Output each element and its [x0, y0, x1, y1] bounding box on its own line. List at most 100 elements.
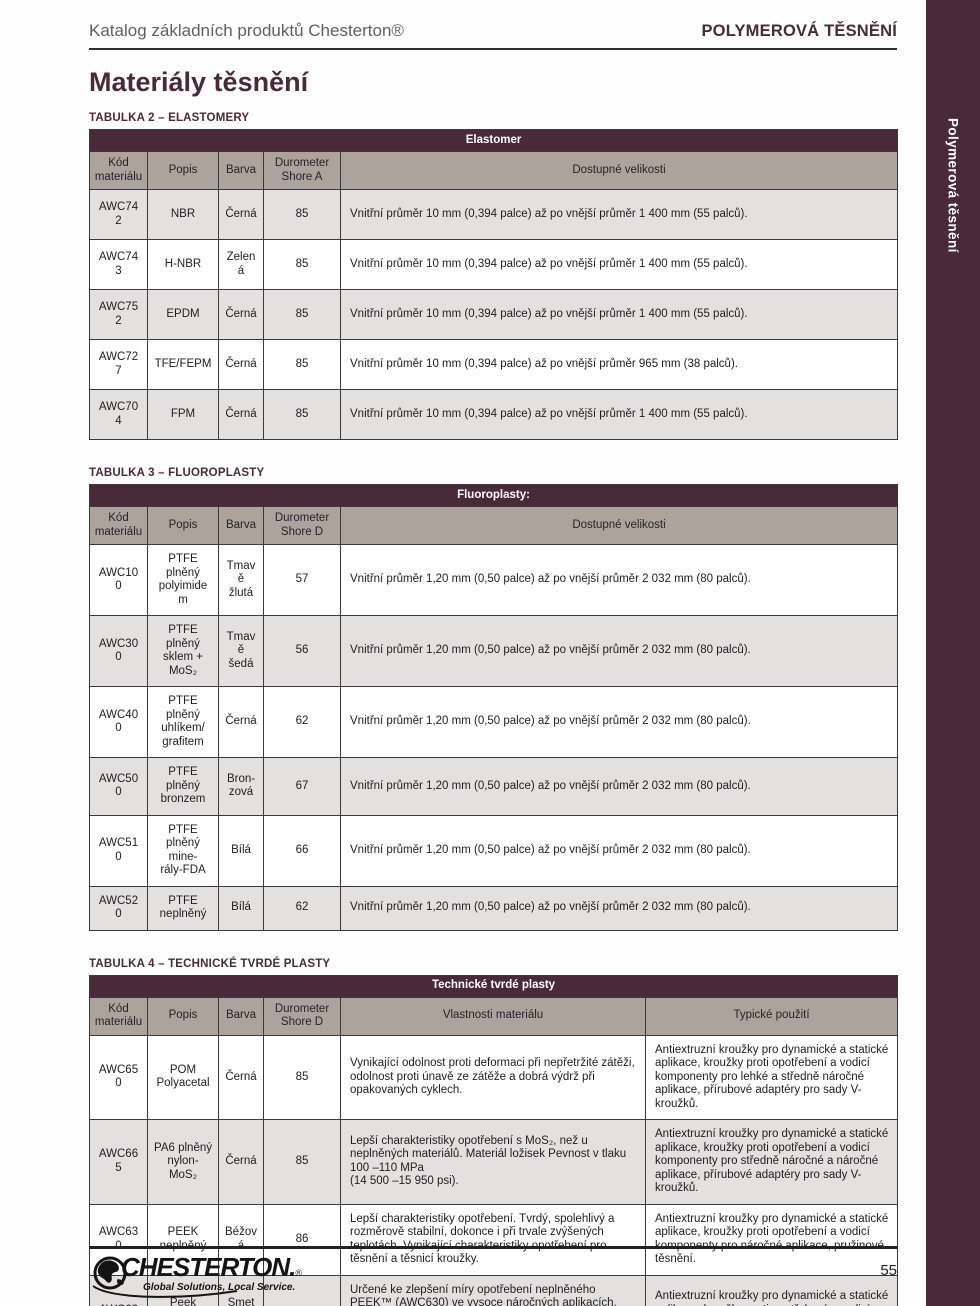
cell-popis: PTFE plněný mine- rály-FDA [147, 814, 219, 887]
cell-text: Vynikající odolnost proti deformaci při … [340, 1034, 646, 1120]
registered-mark: ® [295, 1268, 303, 1278]
cell-material-code: AWC704 [89, 389, 148, 440]
cell-text: Vnitřní průměr 1,20 mm (0,50 palce) až p… [339, 757, 899, 816]
cell-text: Vnitřní průměr 10 mm (0,394 palce) až po… [339, 239, 899, 290]
cell-text: Vnitřní průměr 10 mm (0,394 palce) až po… [339, 289, 899, 340]
cell-material-code: AWC520 [89, 885, 148, 931]
cell-material-code: AWC400 [89, 686, 148, 758]
logo-text: CHESTERTON.® Global Solutions, Local Ser… [121, 1254, 302, 1293]
column-header: Kód materiálu [89, 506, 148, 545]
globe-icon [92, 1256, 238, 1298]
column-header: Popis [147, 506, 219, 545]
table-row: AWC500 PTFE plněný bronzem Bron- zová 67 Vni… [89, 757, 899, 816]
column-header-row: Kód materiálu Popis Barva Durometer Shore D… [89, 996, 899, 1036]
table-banner: Elastomer [88, 129, 899, 152]
cell-typical-use: Antiextruzní kroužky pro dynamické a sta… [644, 1119, 899, 1205]
cell-text: Vnitřní průměr 1,20 mm (0,50 palce) až p… [339, 615, 899, 687]
cell-durometer: 85 [263, 239, 341, 290]
column-header: Popis [147, 996, 219, 1036]
cell-text: Vnitřní průměr 1,20 mm (0,50 palce) až p… [339, 814, 899, 887]
table-hard-plastics: Technické tvrdé plasty Kód materiálu Popi… [88, 974, 899, 1306]
cell-popis: H-NBR [147, 239, 219, 290]
table-row: AWC400 PTFE plněný uhlíkem/ grafitem Černá… [89, 686, 899, 758]
column-header: Kód materiálu [89, 996, 148, 1036]
cell-typical-use: Antiextruzní kroužky pro dynamické a sta… [644, 1203, 899, 1276]
page-title: Materiály těsnění [89, 67, 309, 97]
cell-text: Určené ke zlepšení míry opotřebení nepln… [340, 1274, 646, 1306]
cell-durometer: 56 [263, 615, 341, 687]
column-header: Dostupné velikosti [339, 151, 899, 190]
cell-popis: PEEK neplněný [147, 1203, 219, 1276]
chesterton-logo: CHESTERTON.® Global Solutions, Local Ser… [89, 1254, 302, 1300]
cell-barva: Černá [218, 1119, 264, 1205]
column-header: Popis [147, 151, 219, 190]
cell-material-code: AWC742 [89, 189, 148, 240]
cell-barva: Černá [218, 1034, 264, 1120]
cell-barva: Černá [218, 339, 264, 390]
cell-material-code: AWC500 [89, 757, 148, 816]
table-banner: Fluoroplasty: [88, 484, 899, 507]
cell-material-code: AWC510 [89, 814, 148, 887]
cell-barva: Tmavě šedá [218, 615, 264, 687]
table-row: AWC743 H-NBR Zelená 85 Vnitřní průměr 10 mm … [89, 239, 899, 290]
section-side-tab: Polymerová těsnění [926, 0, 980, 1306]
column-header: Barva [218, 506, 264, 545]
cell-material-code: AWC743 [89, 239, 148, 290]
cell-barva: Tmavě žlutá [218, 544, 264, 616]
cell-barva: Bílá [218, 814, 264, 887]
cell-material-code: AWC665 [89, 1119, 148, 1205]
cell-popis: NBR [147, 189, 219, 240]
cell-durometer: 85 [263, 289, 341, 340]
cell-material-code: AWC752 [89, 289, 148, 340]
logo-tagline: Global Solutions, Local Service. [143, 1282, 296, 1293]
logo-wordmark: CHESTERTON. [121, 1252, 296, 1282]
column-header: Typické použití [644, 996, 899, 1036]
table-row: AWC752 EPDM Černá 85 Vnitřní průměr 10 mm (0… [89, 289, 899, 340]
column-header: Barva [218, 996, 264, 1036]
cell-typical-use: Antiextruzní kroužky pro dynamické a sta… [644, 1274, 899, 1306]
cell-barva: Smeta- nová [218, 1274, 264, 1306]
cell-popis: PTFE plněný sklem + MoS₂ [147, 615, 219, 687]
cell-popis: PTFE neplněný [147, 885, 219, 931]
cell-durometer: 85 [263, 339, 341, 390]
cell-popis: PTFE plněný polyimidem [147, 544, 219, 616]
cell-popis: PTFE plněný bronzem [147, 757, 219, 816]
cell-text: Vnitřní průměr 10 mm (0,394 palce) až po… [339, 389, 899, 440]
cell-durometer: 85 [263, 1034, 341, 1120]
cell-text: Vnitřní průměr 1,20 mm (0,50 palce) až p… [339, 544, 899, 616]
table-banner-row: Elastomer [88, 129, 899, 152]
column-header: Dostupné velikosti [339, 506, 899, 545]
page-footer: CHESTERTON.® Global Solutions, Local Ser… [89, 1246, 897, 1300]
cell-material-code: AWC300 [89, 615, 148, 687]
cell-typical-use: Antiextruzní kroužky pro dynamické a sta… [644, 1034, 899, 1120]
page-number: 55 [880, 1262, 897, 1279]
cell-barva: Černá [218, 389, 264, 440]
table-row: AWC704 FPM Černá 85 Vnitřní průměr 10 mm (0,… [89, 389, 899, 440]
cell-text: Vnitřní průměr 1,20 mm (0,50 palce) až p… [339, 885, 899, 931]
cell-barva: Černá [218, 189, 264, 240]
cell-text: Lepší charakteristiky opotřebení s MoS₂,… [340, 1119, 646, 1205]
table-banner-row: Technické tvrdé plasty [88, 974, 899, 998]
cell-durometer: 85 [263, 1119, 341, 1205]
cell-durometer: 62 [263, 686, 341, 758]
cell-popis: POM Polyacetal [147, 1034, 219, 1120]
table-row: AWC727 TFE/FEPM Černá 85 Vnitřní průměr 10 m… [89, 339, 899, 390]
table3-label: TABULKA 3 – FLUOROPLASTY [89, 467, 265, 479]
table2-label: TABULKA 2 – ELASTOMERY [89, 112, 250, 124]
column-header: Durometer Shore D [263, 506, 341, 545]
cell-barva: Černá [218, 686, 264, 758]
cell-text: Vnitřní průměr 10 mm (0,394 palce) až po… [339, 189, 899, 240]
cell-durometer: 62 [263, 885, 341, 931]
page-header: Katalog základních produktů Chesterton® … [89, 0, 897, 50]
cell-barva: Bílá [218, 885, 264, 931]
table-row: AWC650 POM Polyacetal Černá 85 Vynikající od… [89, 1034, 899, 1120]
table-banner: Technické tvrdé plasty [88, 974, 899, 998]
table-fluoroplastics: Fluoroplasty: Kód materiálu Popis Barva Dur… [88, 484, 899, 931]
cell-barva: Bron- zová [218, 757, 264, 816]
column-header: Barva [218, 151, 264, 190]
section-title: POLYMEROVÁ TĚSNĚNÍ [701, 22, 897, 40]
cell-barva: Černá [218, 289, 264, 340]
column-header: Kód materiálu [89, 151, 148, 190]
table-row: AWC630 PEEK neplněný Béžová 86 Lepší charakt… [89, 1203, 899, 1276]
catalog-title: Katalog základních produktů Chesterton® [89, 21, 404, 40]
